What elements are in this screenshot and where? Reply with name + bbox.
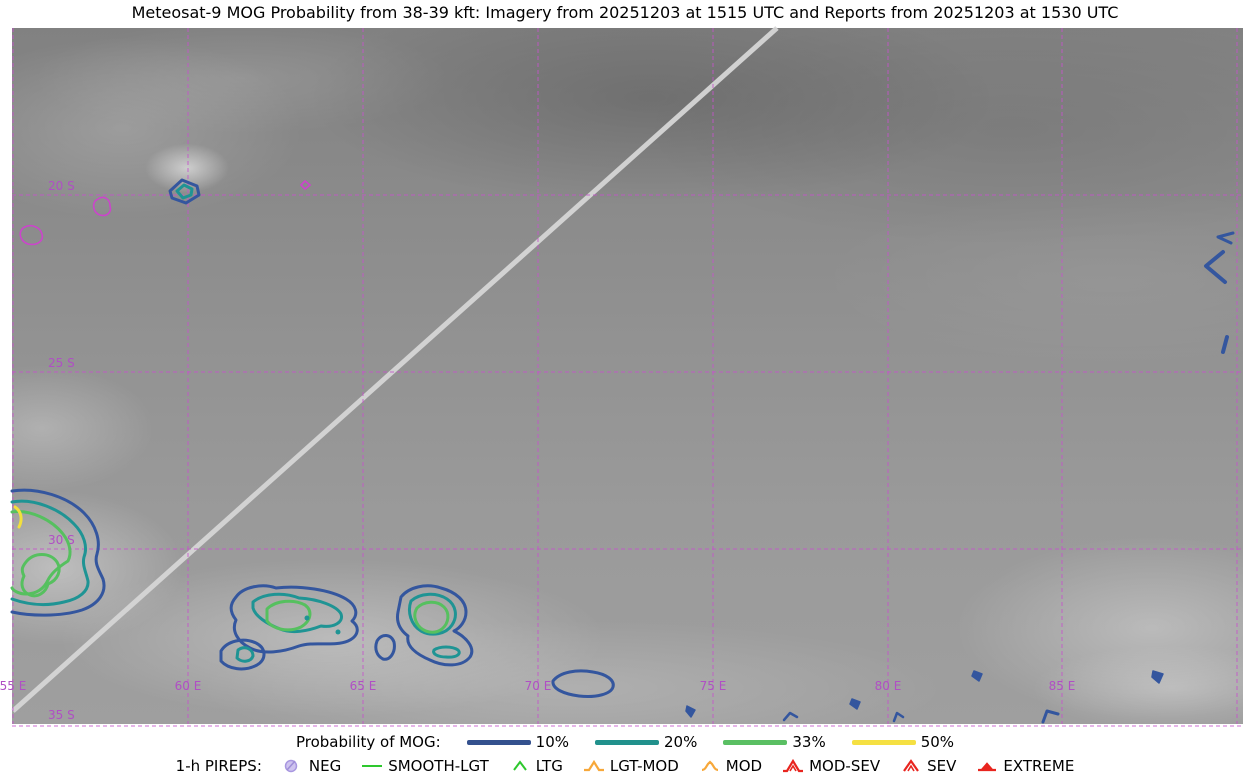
map-overlay: 55 E 60 E 65 E 70 E 75 E 80 E 85 E 20 S 25 S 30 S… <box>0 26 1243 727</box>
latitude-label: 30 S <box>48 533 75 547</box>
probability-line-swatch <box>851 739 916 745</box>
mog-contour-10% <box>219 638 266 671</box>
pirep-neg-icon <box>284 759 298 772</box>
small-contour-mark <box>1151 670 1164 684</box>
probability-value: 10% <box>535 733 570 751</box>
pirep-extreme-icon <box>978 761 997 771</box>
latitude-label: 20 S <box>48 179 75 193</box>
mog-contour-10% <box>168 178 201 205</box>
satellite-imagery-map: 55 E 60 E 65 E 70 E 75 E 80 E 85 E 20 S 25 S 30 S… <box>0 26 1243 727</box>
pirep-entry-sev: SEV <box>900 757 956 775</box>
probability-line-swatch <box>466 739 531 745</box>
longitude-label: 60 E <box>175 679 202 693</box>
coastline-reunion <box>19 225 44 246</box>
pirep-entry-smooth-lgt: SMOOTH-LGT <box>361 757 489 775</box>
mog-contour-33% <box>20 553 61 598</box>
probability-legend: Probability of MOG: 10% 20% 33% 50% <box>0 732 1250 752</box>
mog-contour-10% <box>10 488 106 617</box>
pirep-ltg-icon <box>512 759 527 771</box>
longitude-label: 75 E <box>700 679 727 693</box>
longitude-label: 70 E <box>525 679 552 693</box>
legend-entry-10pct: 10% <box>466 733 570 751</box>
latitude-label: 35 S <box>48 708 75 722</box>
mog-contour-33% <box>10 510 72 596</box>
probability-value: 20% <box>664 733 698 751</box>
mog-contour-20% <box>10 499 90 607</box>
pireps-legend-label: 1-h PIREPS: <box>175 756 262 775</box>
mog-contour-50% <box>13 505 23 529</box>
pirep-label: MOD-SEV <box>809 756 881 775</box>
longitude-label: 55 E <box>0 679 26 693</box>
small-contour-mark <box>1041 709 1060 724</box>
pirep-sev-icon <box>903 758 919 772</box>
pirep-entry-ltg: LTG <box>509 757 563 775</box>
longitude-label: 65 E <box>350 679 377 693</box>
small-contour-mark <box>971 670 983 682</box>
satellite-seam-streak <box>11 26 779 713</box>
legend-entry-33pct: 33% <box>723 733 826 751</box>
latitude-label: 25 S <box>48 356 75 370</box>
probability-line-swatch <box>595 739 660 745</box>
mog-contour-20% <box>407 592 457 636</box>
pirep-label: EXTREME <box>1003 756 1075 775</box>
mog-contour-20% <box>235 646 255 663</box>
mog-contour-33% <box>265 599 312 632</box>
pirep-label: SMOOTH-LGT <box>388 756 489 775</box>
pirep-entry-lgt-mod: LGT-MOD <box>583 757 679 775</box>
small-contour-mark <box>1204 250 1227 284</box>
pirep-modsev-icon <box>783 758 804 772</box>
pirep-lgtmod-icon <box>583 759 604 771</box>
probability-value: 50% <box>920 733 955 751</box>
small-contour-mark <box>1221 335 1229 354</box>
small-contour-mark <box>782 711 799 722</box>
legend-entry-50pct: 50% <box>851 733 955 751</box>
pirep-label: LGT-MOD <box>609 756 679 775</box>
pireps-legend: 1-h PIREPS: NEG SMOOTH-LGT LTG LGT-MOD MOD MO… <box>0 755 1250 776</box>
probability-value: 33% <box>792 733 826 751</box>
mog-contour-10% <box>374 634 396 661</box>
legend-entry-20pct: 20% <box>595 733 697 751</box>
pirep-entry-extreme: EXTREME <box>976 757 1074 775</box>
pirep-smooth-icon <box>362 764 383 767</box>
pirep-entry-mod: MOD <box>699 757 762 775</box>
mog-contour-20% <box>432 645 461 659</box>
small-contour-mark <box>685 705 696 718</box>
pirep-entry-mod-sev: MOD-SEV <box>782 757 880 775</box>
small-contour-mark <box>1216 231 1235 245</box>
mog-contour-dot <box>335 629 341 635</box>
pirep-label: SEV <box>927 756 957 775</box>
small-contour-mark <box>892 711 905 723</box>
pirep-mod-icon <box>701 759 718 771</box>
mog-contour-20% <box>175 183 194 200</box>
pirep-label: NEG <box>308 756 342 775</box>
longitude-label: 85 E <box>1049 679 1076 693</box>
pirep-entry-neg: NEG <box>282 757 341 775</box>
mog-contour-33% <box>413 600 450 634</box>
page-title: Meteosat-9 MOG Probability from 38-39 kf… <box>131 3 1119 22</box>
longitude-label: 80 E <box>875 679 902 693</box>
coastline-mauritius <box>92 196 112 217</box>
mog-contour-10% <box>229 584 359 654</box>
mog-contour-10% <box>551 669 615 698</box>
mog-contour-dot <box>304 615 310 621</box>
coastline-rodrigues <box>299 179 312 191</box>
probability-line-swatch <box>723 739 788 745</box>
probability-legend-label: Probability of MOG: <box>295 733 441 751</box>
mog-contour-10% <box>396 584 474 667</box>
small-contour-mark <box>849 698 861 710</box>
pirep-label: MOD <box>725 756 763 775</box>
pirep-label: LTG <box>535 756 563 775</box>
